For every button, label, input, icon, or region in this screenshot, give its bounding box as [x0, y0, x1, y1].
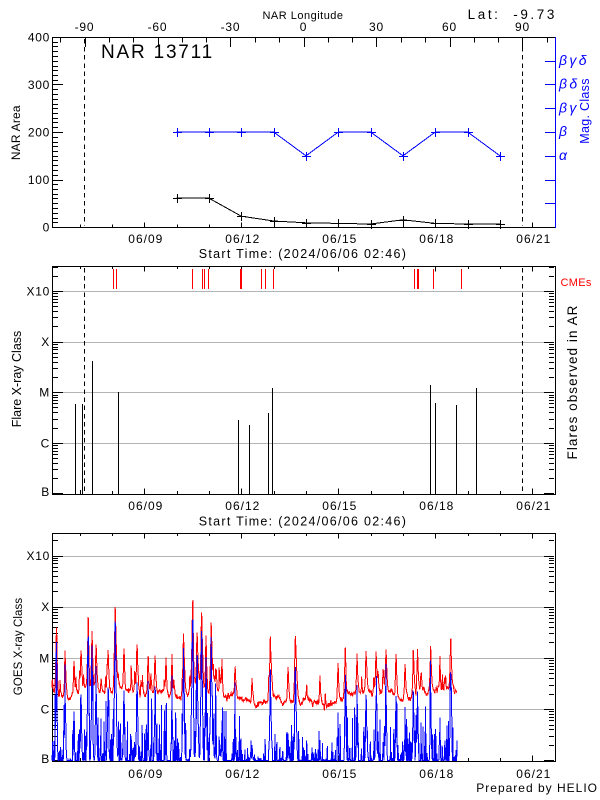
- svg-text:100: 100: [28, 173, 50, 187]
- svg-text:βγδ: βγδ: [558, 52, 589, 68]
- svg-text:06/18: 06/18: [419, 499, 454, 513]
- svg-text:NAR 13711: NAR 13711: [101, 42, 214, 63]
- svg-text:06/09: 06/09: [128, 232, 163, 246]
- svg-text:06/09: 06/09: [128, 499, 163, 513]
- svg-text:NAR Longitude: NAR Longitude: [262, 10, 343, 22]
- svg-text:Start Time: (2024/06/06 02:46): Start Time: (2024/06/06 02:46): [199, 247, 408, 261]
- svg-text:0: 0: [43, 221, 50, 235]
- svg-text:06/18: 06/18: [419, 232, 454, 246]
- svg-text:GOES X-ray Class: GOES X-ray Class: [13, 598, 25, 696]
- svg-text:X10: X10: [27, 549, 50, 563]
- svg-text:06/18: 06/18: [419, 767, 454, 781]
- svg-text:X: X: [41, 600, 50, 614]
- svg-text:B: B: [41, 485, 50, 499]
- svg-text:0: 0: [300, 20, 307, 34]
- svg-text:Mag. Class: Mag. Class: [578, 78, 592, 144]
- svg-text:β: β: [558, 123, 569, 139]
- svg-text:B: B: [41, 752, 50, 766]
- svg-text:-60: -60: [148, 20, 168, 34]
- svg-text:X10: X10: [27, 285, 50, 299]
- svg-text:06/21: 06/21: [516, 232, 551, 246]
- svg-text:06/15: 06/15: [322, 499, 357, 513]
- svg-text:30: 30: [369, 20, 384, 34]
- svg-text:-90: -90: [75, 20, 95, 34]
- svg-text:60: 60: [442, 20, 457, 34]
- svg-text:Flares observed in AR: Flares observed in AR: [565, 305, 580, 460]
- svg-text:300: 300: [28, 78, 50, 92]
- svg-text:06/12: 06/12: [225, 499, 260, 513]
- svg-text:06/21: 06/21: [516, 767, 551, 781]
- svg-text:06/15: 06/15: [322, 767, 357, 781]
- svg-text:M: M: [39, 386, 50, 400]
- svg-text:X: X: [41, 335, 50, 349]
- svg-text:Prepared by HELIO: Prepared by HELIO: [476, 781, 598, 795]
- svg-text:06/21: 06/21: [516, 499, 551, 513]
- svg-text:06/09: 06/09: [128, 767, 163, 781]
- svg-text:C: C: [41, 703, 50, 717]
- svg-text:βδ: βδ: [558, 76, 580, 92]
- svg-text:C: C: [41, 436, 50, 450]
- svg-text:Flare X-ray Class: Flare X-ray Class: [10, 331, 24, 428]
- svg-text:-30: -30: [221, 20, 241, 34]
- svg-text:Start Time: (2024/06/06 02:46): Start Time: (2024/06/06 02:46): [199, 515, 408, 529]
- svg-text:06/12: 06/12: [225, 232, 260, 246]
- svg-text:α: α: [559, 147, 569, 163]
- svg-text:Lat: -9.73: Lat: -9.73: [468, 7, 557, 22]
- svg-text:400: 400: [28, 31, 50, 45]
- svg-text:06/15: 06/15: [322, 232, 357, 246]
- svg-text:06/12: 06/12: [225, 767, 260, 781]
- svg-text:CMEs: CMEs: [561, 277, 592, 289]
- svg-text:200: 200: [28, 126, 50, 140]
- svg-text:NAR Area: NAR Area: [9, 105, 23, 160]
- svg-text:M: M: [39, 651, 50, 665]
- svg-text:βγ: βγ: [558, 99, 579, 115]
- svg-text:90: 90: [515, 20, 530, 34]
